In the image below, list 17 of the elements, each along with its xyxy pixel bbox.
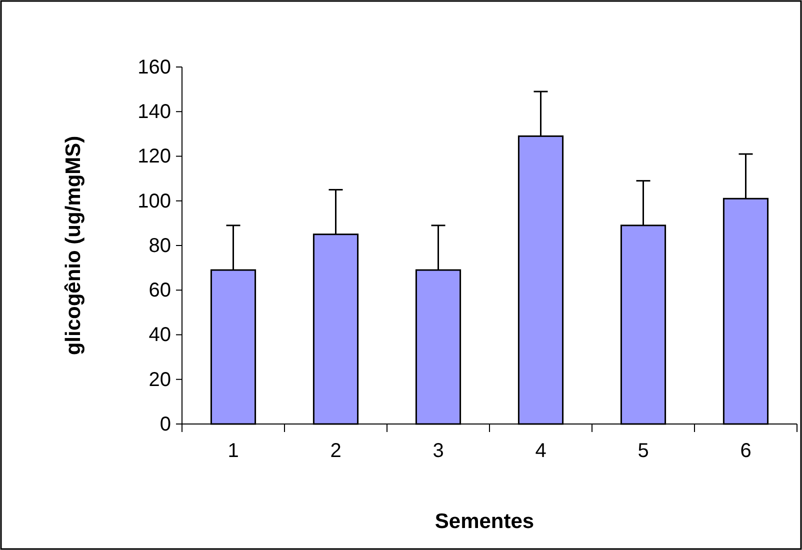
- y-tick-label: 160: [138, 56, 171, 78]
- x-tick-label: 2: [330, 440, 342, 462]
- y-tick-label: 0: [160, 413, 171, 436]
- y-tick-label: 100: [138, 190, 171, 212]
- x-tick-label: 6: [740, 440, 752, 462]
- y-tick-label: 140: [138, 101, 171, 124]
- y-tick-label: 120: [138, 146, 171, 168]
- y-tick-label: 40: [148, 324, 171, 346]
- x-tick-label: 3: [432, 440, 444, 462]
- x-tick-label: 5: [638, 440, 649, 462]
- y-axis-title: glicogênio (ug/mgMS): [62, 136, 85, 356]
- x-tick-label: 1: [228, 440, 239, 462]
- x-tick-label: 4: [535, 440, 546, 462]
- x-axis-title: Sementes: [434, 510, 534, 533]
- y-tick-label: 80: [148, 234, 171, 257]
- y-tick-label: 60: [148, 280, 171, 302]
- y-tick-label: 20: [148, 368, 171, 391]
